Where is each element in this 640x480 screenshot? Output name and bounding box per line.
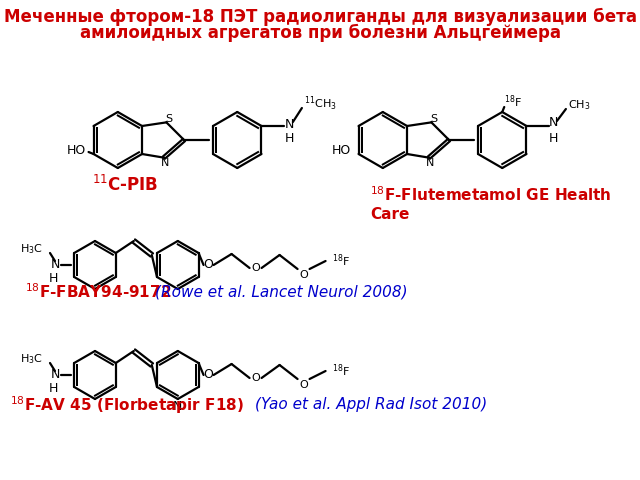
Text: N: N (173, 400, 182, 413)
Text: (Yao et al. Appl Rad Isot 2010): (Yao et al. Appl Rad Isot 2010) (255, 397, 487, 412)
Text: H$_3$C: H$_3$C (20, 242, 43, 256)
Text: S: S (165, 114, 172, 124)
Text: H: H (285, 132, 294, 144)
Text: N: N (549, 117, 559, 130)
Text: H: H (48, 273, 58, 286)
Text: амилоидных агрегатов при болезни Альцгеймера: амилоидных агрегатов при болезни Альцгей… (79, 24, 561, 42)
Text: S: S (430, 114, 437, 124)
Text: O: O (204, 259, 214, 272)
Text: H$_3$C: H$_3$C (20, 352, 43, 366)
Text: H: H (549, 132, 559, 144)
Text: $^{18}$F: $^{18}$F (332, 252, 349, 269)
Text: $^{18}$F: $^{18}$F (332, 363, 349, 379)
Text: HO: HO (332, 144, 351, 156)
Text: N: N (51, 259, 60, 272)
Text: O: O (299, 270, 308, 280)
Text: Меченные фтором-18 ПЭТ радиолиганды для визуализации бета: Меченные фтором-18 ПЭТ радиолиганды для … (3, 8, 637, 26)
Text: N: N (285, 118, 294, 131)
Text: N: N (426, 157, 434, 168)
Text: $^{18}$F-AV 45 (Florbetapir F18): $^{18}$F-AV 45 (Florbetapir F18) (10, 394, 245, 416)
Text: CH$_3$: CH$_3$ (568, 98, 590, 112)
Text: N: N (51, 369, 60, 382)
Text: N: N (161, 157, 169, 168)
Text: O: O (251, 263, 260, 273)
Text: (Rowe et al. Lancet Neurol 2008): (Rowe et al. Lancet Neurol 2008) (155, 285, 408, 300)
Text: $^{18}$F-FBAY94-9172: $^{18}$F-FBAY94-9172 (25, 283, 173, 301)
Text: O: O (204, 369, 214, 382)
Text: $^{18}$F: $^{18}$F (504, 94, 522, 110)
Text: O: O (251, 373, 260, 383)
Text: $^{18}$F-Flutemetamol GE Health
Care: $^{18}$F-Flutemetamol GE Health Care (370, 185, 612, 222)
Text: $^{11}$CH$_3$: $^{11}$CH$_3$ (304, 95, 337, 113)
Text: HO: HO (67, 144, 86, 156)
Text: O: O (299, 380, 308, 390)
Text: H: H (48, 383, 58, 396)
Text: $^{11}$C-PIB: $^{11}$C-PIB (92, 175, 158, 195)
